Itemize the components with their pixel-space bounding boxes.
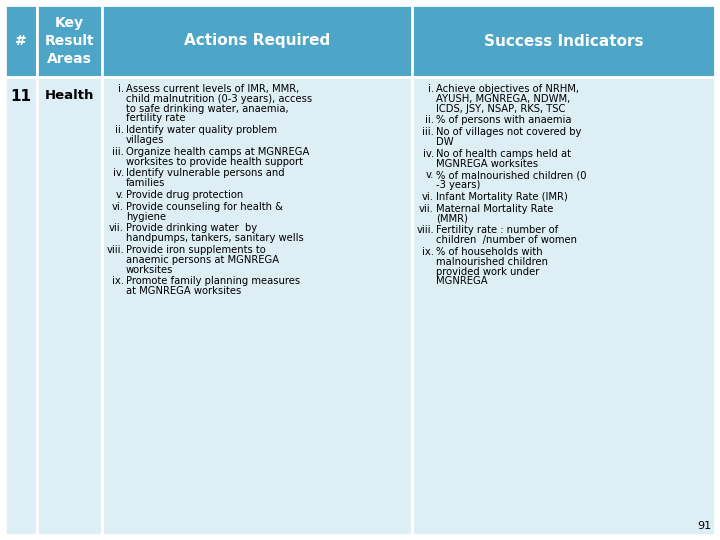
Text: vi.: vi. <box>112 202 124 212</box>
Text: iv.: iv. <box>423 149 434 159</box>
Text: Fertility rate : number of: Fertility rate : number of <box>436 225 558 235</box>
Text: iii.: iii. <box>112 147 124 157</box>
Text: iv.: iv. <box>113 168 124 178</box>
Text: Assess current levels of IMR, MMR,: Assess current levels of IMR, MMR, <box>126 84 300 94</box>
Text: i.: i. <box>428 84 434 94</box>
Text: ii.: ii. <box>425 116 434 125</box>
Text: ICDS, JSY, NSAP, RKS, TSC: ICDS, JSY, NSAP, RKS, TSC <box>436 104 565 113</box>
Text: ix.: ix. <box>112 276 124 286</box>
Text: No of villages not covered by: No of villages not covered by <box>436 127 581 137</box>
Text: Provide drug protection: Provide drug protection <box>126 190 243 200</box>
Text: #: # <box>15 34 27 48</box>
Text: 91: 91 <box>697 521 711 531</box>
Text: families: families <box>126 178 166 188</box>
Text: malnourished children: malnourished children <box>436 257 548 267</box>
Text: hygiene: hygiene <box>126 212 166 221</box>
Text: DW: DW <box>436 137 454 147</box>
Bar <box>412 77 715 535</box>
Text: 11: 11 <box>11 89 32 104</box>
Text: viii.: viii. <box>107 245 124 255</box>
Bar <box>102 5 412 77</box>
Text: child malnutrition (0-3 years), access: child malnutrition (0-3 years), access <box>126 94 312 104</box>
Text: handpumps, tankers, sanitary wells: handpumps, tankers, sanitary wells <box>126 233 304 243</box>
Text: viii.: viii. <box>416 225 434 235</box>
Text: Promote family planning measures: Promote family planning measures <box>126 276 300 286</box>
Text: at MGNREGA worksites: at MGNREGA worksites <box>126 286 241 296</box>
Text: Achieve objectives of NRHM,: Achieve objectives of NRHM, <box>436 84 579 94</box>
Text: fertility rate: fertility rate <box>126 113 186 124</box>
Text: Success Indicators: Success Indicators <box>484 33 643 49</box>
Text: % of persons with anaemia: % of persons with anaemia <box>436 116 572 125</box>
Text: Identify water quality problem: Identify water quality problem <box>126 125 277 135</box>
Text: i.: i. <box>118 84 124 94</box>
Text: MGNREGA worksites: MGNREGA worksites <box>436 159 538 168</box>
Text: anaemic persons at MGNREGA: anaemic persons at MGNREGA <box>126 255 279 265</box>
Text: MGNREGA: MGNREGA <box>436 276 487 286</box>
Text: Actions Required: Actions Required <box>184 33 330 49</box>
Bar <box>5 77 37 535</box>
Bar <box>412 5 715 77</box>
Text: Infant Mortality Rate (IMR): Infant Mortality Rate (IMR) <box>436 192 568 202</box>
Text: Identify vulnerable persons and: Identify vulnerable persons and <box>126 168 284 178</box>
Text: Provide drinking water  by: Provide drinking water by <box>126 224 257 233</box>
Text: vii.: vii. <box>109 224 124 233</box>
Text: to safe drinking water, anaemia,: to safe drinking water, anaemia, <box>126 104 289 113</box>
Text: Provide counseling for health &: Provide counseling for health & <box>126 202 283 212</box>
Bar <box>37 77 102 535</box>
Text: -3 years): -3 years) <box>436 180 480 190</box>
Text: % of malnourished children (0: % of malnourished children (0 <box>436 171 587 180</box>
Text: ix.: ix. <box>422 247 434 257</box>
Text: Provide iron supplements to: Provide iron supplements to <box>126 245 266 255</box>
Text: v.: v. <box>116 190 124 200</box>
Text: provided work under: provided work under <box>436 267 539 276</box>
Text: Key
Result
Areas: Key Result Areas <box>45 16 94 66</box>
Text: worksites: worksites <box>126 265 174 275</box>
Bar <box>102 77 412 535</box>
Text: AYUSH, MGNREGA, NDWM,: AYUSH, MGNREGA, NDWM, <box>436 94 570 104</box>
Bar <box>5 5 37 77</box>
Text: v.: v. <box>426 171 434 180</box>
Text: vi.: vi. <box>422 192 434 202</box>
Text: No of health camps held at: No of health camps held at <box>436 149 571 159</box>
Text: (MMR): (MMR) <box>436 214 468 224</box>
Bar <box>37 5 102 77</box>
Text: Organize health camps at MGNREGA: Organize health camps at MGNREGA <box>126 147 310 157</box>
Text: villages: villages <box>126 135 164 145</box>
Text: iii.: iii. <box>422 127 434 137</box>
Text: Maternal Mortality Rate: Maternal Mortality Rate <box>436 204 554 214</box>
Text: children  /number of women: children /number of women <box>436 235 577 245</box>
Text: ii.: ii. <box>115 125 124 135</box>
Text: % of households with: % of households with <box>436 247 543 257</box>
Text: vii.: vii. <box>419 204 434 214</box>
Text: Health: Health <box>45 89 94 102</box>
Text: worksites to provide health support: worksites to provide health support <box>126 157 303 167</box>
